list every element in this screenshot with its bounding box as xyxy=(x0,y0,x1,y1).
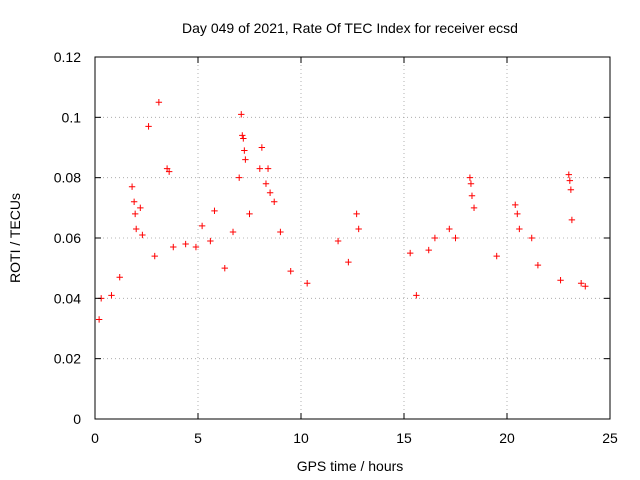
data-point xyxy=(353,210,360,218)
y-tick-label: 0.08 xyxy=(54,170,81,186)
data-point xyxy=(116,274,123,281)
x-tick-label: 25 xyxy=(602,430,618,446)
data-point xyxy=(155,99,163,106)
data-point xyxy=(151,252,158,260)
y-tick-label: 0.06 xyxy=(54,230,81,246)
x-tick-label: 0 xyxy=(91,430,99,446)
x-tick-label: 15 xyxy=(396,430,412,446)
data-point xyxy=(131,210,139,218)
data-point xyxy=(287,267,294,275)
data-point xyxy=(277,228,284,236)
data-point xyxy=(334,237,342,245)
data-point xyxy=(582,283,589,290)
axis-tick-labels: 0 5 10 15 20 25 0 0.02 0.04 0.06 0.08 0.1 0.12 xyxy=(54,49,618,446)
data-point xyxy=(229,228,237,236)
data-point xyxy=(242,156,249,163)
data-point xyxy=(256,165,263,172)
x-tick-label: 5 xyxy=(194,430,202,446)
data-point xyxy=(246,210,253,218)
grid-lines xyxy=(95,57,610,419)
data-point xyxy=(221,264,228,272)
data-point xyxy=(130,198,138,205)
y-axis-label: ROTI / TECUs xyxy=(7,193,23,283)
data-point xyxy=(258,144,266,151)
data-point xyxy=(137,204,144,212)
data-point xyxy=(264,165,272,172)
data-point xyxy=(355,225,362,233)
data-point xyxy=(565,171,572,178)
data-point xyxy=(514,210,521,218)
data-point xyxy=(493,252,500,260)
data-point xyxy=(557,277,564,284)
data-point xyxy=(466,174,474,181)
data-point xyxy=(425,246,432,254)
data-point xyxy=(406,249,414,257)
y-tick-label: 0 xyxy=(73,411,81,427)
data-point xyxy=(239,132,246,139)
data-point xyxy=(345,258,352,266)
data-point xyxy=(431,234,439,242)
data-point xyxy=(467,180,475,187)
data-point xyxy=(192,243,200,251)
data-point xyxy=(211,207,218,215)
data-point xyxy=(238,111,245,118)
data-point xyxy=(413,292,420,299)
data-point xyxy=(198,222,206,230)
data-point xyxy=(128,183,136,190)
data-point xyxy=(236,174,243,181)
data-point xyxy=(165,168,173,175)
data-point xyxy=(108,292,115,299)
data-point xyxy=(241,147,248,154)
data-point xyxy=(139,231,146,239)
data-point xyxy=(266,189,274,196)
data-point xyxy=(568,216,576,224)
y-tick-label: 0.1 xyxy=(62,109,82,125)
data-point xyxy=(95,316,103,323)
x-tick-label: 20 xyxy=(499,430,515,446)
data-point xyxy=(271,198,278,205)
chart-title: Day 049 of 2021, Rate Of TEC Index for r… xyxy=(182,20,518,36)
data-point xyxy=(534,261,542,269)
y-tick-label: 0.12 xyxy=(54,49,81,65)
data-points xyxy=(95,99,589,323)
axis-ticks xyxy=(94,56,611,420)
x-axis-label: GPS time / hours xyxy=(297,458,404,474)
data-point xyxy=(240,135,247,142)
data-point xyxy=(133,225,140,233)
data-point xyxy=(145,123,152,130)
data-point xyxy=(452,234,459,242)
data-point xyxy=(528,234,535,242)
data-point xyxy=(262,180,270,187)
x-tick-label: 10 xyxy=(293,430,309,446)
data-point xyxy=(446,225,453,233)
data-point xyxy=(470,204,478,212)
y-tick-label: 0.02 xyxy=(54,351,81,367)
data-point xyxy=(182,240,189,248)
data-point xyxy=(170,243,177,251)
data-point xyxy=(303,280,311,287)
data-point xyxy=(512,201,519,209)
data-point xyxy=(577,280,585,287)
data-point xyxy=(207,237,214,245)
y-tick-label: 0.04 xyxy=(54,290,81,306)
data-point xyxy=(468,192,476,199)
data-point xyxy=(567,186,575,193)
data-point xyxy=(566,177,574,184)
data-point xyxy=(516,225,523,233)
